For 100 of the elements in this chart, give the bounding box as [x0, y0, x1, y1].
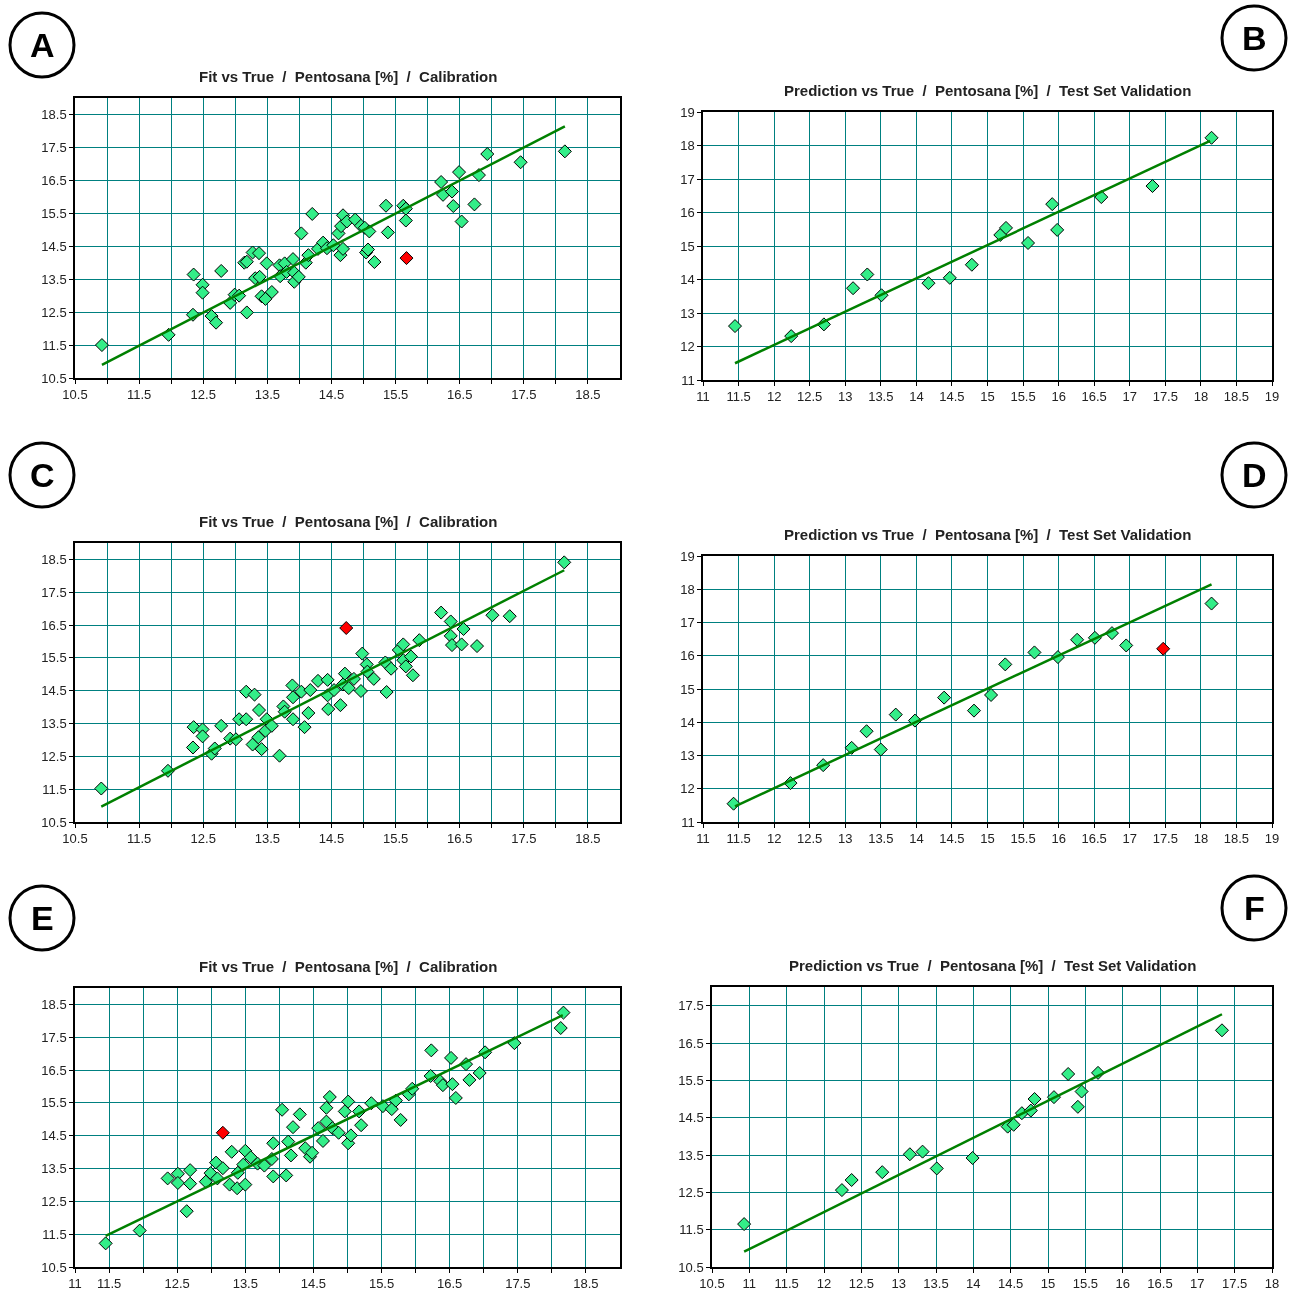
x-tick-label: 14.5 [300, 1276, 327, 1292]
y-tick-label: 11.5 [42, 781, 67, 797]
chart-title: Prediction vs True / Pentosana [%] / Test Set Validation [784, 526, 1192, 543]
point [873, 742, 888, 757]
x-tick-label: 18 [1193, 831, 1209, 847]
x-tick-label: 18 [1264, 1276, 1280, 1292]
x-tick-label: 14.5 [318, 831, 345, 847]
x-tick-label: 14 [966, 1276, 981, 1292]
x-tick-label: 12.5 [164, 1276, 190, 1292]
point [860, 267, 875, 282]
x-tick-label: 12.5 [190, 831, 216, 847]
x-tick-label: 11.5 [726, 831, 751, 847]
x-tick-label: 15 [1040, 1276, 1056, 1292]
x-tick-label: 15.5 [368, 1276, 395, 1292]
x-tick-label: 11.5 [126, 831, 152, 847]
point [965, 1150, 980, 1165]
y-tick-label: 13.5 [41, 271, 67, 287]
x-tick-label: 15 [980, 831, 995, 847]
point [921, 276, 936, 291]
y-tick-label: 17 [680, 615, 695, 631]
x-tick-label: 16 [1115, 1276, 1130, 1292]
x-tick-label: 13.5 [254, 831, 281, 847]
x-tick-label: 15 [980, 389, 995, 405]
x-tick-label: 16.5 [447, 831, 473, 847]
y-tick-label: 17.5 [41, 584, 67, 600]
point [875, 1165, 890, 1180]
y-tick-label: 16.5 [41, 1062, 67, 1078]
x-tick-label: 18.5 [1223, 831, 1250, 847]
y-tick-label: 14.5 [41, 1128, 67, 1144]
x-tick-label: 14.5 [939, 389, 965, 405]
y-tick-label: 15 [680, 681, 695, 697]
y-tick-label: 10.5 [678, 1259, 704, 1275]
point [964, 257, 979, 272]
x-tick-label: 11.5 [126, 387, 152, 403]
point [915, 1144, 930, 1159]
x-tick-label: 11.5 [96, 1276, 122, 1292]
point [1204, 596, 1219, 611]
chart-title: Prediction vs True / Pentosana [%] / Test Set Validation [789, 957, 1197, 974]
y-tick-label: 13.5 [678, 1147, 704, 1163]
y-tick-label: 18 [680, 581, 695, 597]
chart-title: Fit vs True / Pentosana [%] / Calibration [199, 958, 498, 975]
point [1021, 235, 1036, 250]
y-tick-label: 15 [680, 238, 695, 254]
y-tick-label: 18.5 [41, 551, 67, 567]
y-tick-label: 14.5 [678, 1110, 704, 1126]
y-tick-label: 13.5 [41, 1161, 67, 1177]
y-tick-label: 19 [680, 548, 695, 564]
y-tick-label: 12.5 [41, 304, 67, 320]
x-tick-label: 14.5 [998, 1276, 1024, 1292]
point [942, 270, 957, 285]
y-tick-label: 12 [680, 781, 695, 797]
x-tick-label: 19 [1264, 389, 1280, 405]
x-tick-label: 12 [766, 831, 782, 847]
x-tick-label: 17.5 [511, 831, 537, 847]
x-tick-label: 14.5 [318, 387, 345, 403]
x-tick-label: 11 [742, 1276, 757, 1292]
y-tick-label: 10.5 [41, 814, 67, 830]
x-tick-label: 16.5 [1147, 1276, 1173, 1292]
x-tick-label: 14.5 [939, 831, 965, 847]
point [966, 703, 981, 718]
point [1214, 1023, 1229, 1038]
x-tick-label: 17.5 [1152, 389, 1178, 405]
point [1145, 179, 1160, 194]
y-tick-label: 16.5 [41, 172, 67, 188]
y-tick-label: 11.5 [679, 1222, 704, 1238]
x-tick-label: 17 [1122, 389, 1137, 405]
x-tick-label: 18.5 [1223, 389, 1250, 405]
x-tick-label: 12.5 [797, 831, 823, 847]
point [902, 1147, 917, 1162]
x-tick-label: 17 [1190, 1276, 1205, 1292]
point [998, 220, 1013, 235]
point [888, 707, 903, 722]
text: E [31, 899, 54, 937]
point [1094, 190, 1109, 205]
x-tick-label: 17.5 [1152, 831, 1178, 847]
x-tick-label: 16.5 [1081, 389, 1107, 405]
y-tick-label: 16.5 [678, 1035, 704, 1051]
x-tick-label: 14 [909, 831, 924, 847]
y-tick-label: 11.5 [42, 1226, 67, 1242]
chart-title: Prediction vs True / Pentosana [%] / Test Set Validation [784, 82, 1192, 99]
y-tick-label: 12 [680, 339, 695, 355]
x-tick-label: 17.5 [1222, 1276, 1248, 1292]
y-tick-label: 15.5 [41, 1095, 67, 1111]
point [834, 1183, 849, 1198]
x-tick-label: 16 [1051, 389, 1066, 405]
y-tick-label: 11 [681, 372, 695, 388]
point [929, 1161, 944, 1176]
point [737, 1217, 752, 1232]
point [1070, 1099, 1085, 1114]
x-tick-label: 11 [68, 1276, 82, 1292]
y-tick-label: 10.5 [41, 1259, 67, 1275]
point [1070, 632, 1085, 647]
y-tick-label: 17.5 [41, 139, 67, 155]
x-tick-label: 18.5 [575, 387, 601, 403]
y-tick-label: 16 [680, 648, 695, 664]
x-tick-label: 11.5 [726, 389, 751, 405]
point [1050, 222, 1065, 237]
point [846, 281, 861, 296]
x-tick-label: 13.5 [868, 831, 894, 847]
x-tick-label: 13.5 [923, 1276, 949, 1292]
